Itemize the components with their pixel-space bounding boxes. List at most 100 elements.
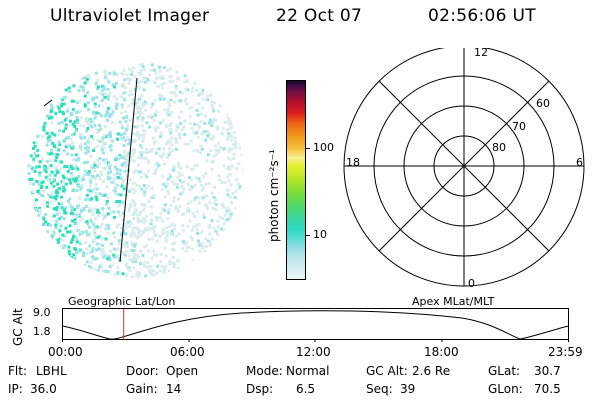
uv-speckle: [113, 255, 117, 259]
uv-speckle: [116, 266, 120, 270]
uv-speckle: [216, 238, 220, 242]
uv-speckle: [158, 216, 162, 220]
uv-speckle: [108, 131, 112, 135]
uv-speckle: [171, 242, 175, 246]
uv-speckle: [38, 211, 42, 215]
uv-speckle: [199, 144, 203, 148]
uv-speckle: [77, 213, 81, 217]
uv-speckle: [158, 69, 162, 73]
uv-speckle: [109, 170, 113, 174]
uv-speckle: [33, 203, 37, 206]
uv-speckle: [179, 166, 183, 170]
uv-speckle: [140, 153, 144, 157]
uv-speckle: [166, 68, 170, 72]
uv-speckle: [187, 176, 191, 180]
uv-speckle: [169, 136, 173, 140]
uv-speckle: [210, 103, 214, 107]
uv-speckle: [103, 92, 107, 96]
uv-speckle: [159, 97, 163, 101]
uv-speckle: [144, 148, 148, 151]
uv-speckle: [186, 183, 190, 186]
colorbar-label-100: 100: [313, 141, 334, 154]
uv-speckle: [198, 249, 202, 253]
uv-speckle: [127, 220, 130, 224]
uv-speckle: [165, 234, 169, 237]
uv-speckle: [170, 143, 174, 147]
uv-speckle: [209, 149, 213, 153]
uv-speckle: [164, 203, 167, 207]
uv-speckle: [228, 195, 232, 199]
uv-speckle: [170, 229, 174, 233]
uv-speckle: [132, 231, 136, 235]
uv-speckle: [196, 196, 200, 200]
uv-speckle: [66, 200, 70, 203]
uv-speckle: [63, 211, 67, 215]
uv-speckle: [84, 146, 87, 150]
uv-speckle: [109, 210, 113, 214]
uv-speckle: [174, 136, 177, 140]
uv-speckle: [214, 198, 218, 202]
uv-speckle: [123, 138, 127, 142]
uv-speckle: [101, 243, 105, 247]
uv-speckle: [111, 110, 115, 114]
uv-speckle: [137, 136, 141, 140]
uv-speckle: [108, 92, 111, 96]
uv-speckle: [204, 172, 208, 175]
uv-speckle: [136, 163, 140, 167]
uv-speckle: [86, 139, 90, 143]
uv-speckle: [81, 254, 85, 258]
uv-speckle: [120, 111, 124, 115]
uv-speckle: [72, 158, 75, 161]
uv-speckle: [147, 265, 151, 269]
uv-speckle: [78, 145, 82, 149]
uv-speckle: [208, 181, 211, 185]
uv-speckle: [230, 135, 234, 139]
uv-speckle: [186, 142, 190, 146]
uv-speckle: [68, 230, 72, 234]
uv-speckle: [197, 177, 201, 181]
uv-speckle: [226, 156, 230, 160]
uv-speckle: [89, 179, 93, 182]
uv-speckle: [178, 99, 182, 103]
uv-speckle: [44, 170, 48, 174]
uv-speckle: [122, 144, 126, 147]
uv-speckle: [131, 243, 135, 247]
uv-speckle: [88, 232, 92, 236]
uv-speckle: [131, 187, 135, 191]
uv-speckle: [35, 154, 39, 158]
uv-speckle: [201, 88, 205, 92]
uv-speckle: [66, 143, 70, 147]
uv-speckle: [46, 204, 50, 208]
uv-speckle: [204, 182, 208, 186]
uv-speckle: [108, 133, 112, 137]
uv-speckle: [53, 152, 57, 156]
uv-speckle: [35, 198, 38, 202]
uv-speckle: [164, 237, 168, 241]
uv-speckle: [55, 156, 59, 159]
uv-speckle: [113, 247, 117, 251]
uv-speckle: [122, 150, 126, 154]
limb-mark: [43, 99, 53, 107]
uv-speckle: [225, 189, 229, 193]
uv-speckle: [169, 203, 173, 207]
uv-speckle: [149, 271, 153, 275]
uv-speckle: [168, 259, 172, 263]
uv-speckle: [140, 124, 144, 128]
uv-speckle: [169, 121, 173, 125]
uv-speckle: [83, 220, 87, 224]
uv-speckle: [132, 266, 136, 270]
uv-speckle: [106, 257, 110, 261]
uv-speckle: [105, 118, 109, 122]
uv-speckle: [40, 193, 44, 197]
uv-speckle: [109, 148, 113, 152]
uv-speckle: [242, 169, 243, 173]
uv-speckle: [94, 183, 98, 186]
uv-speckle: [115, 102, 119, 106]
uv-speckle: [83, 81, 87, 85]
uv-speckle: [69, 123, 73, 127]
uv-speckle: [139, 69, 143, 73]
uv-speckle: [62, 185, 66, 189]
uv-speckle: [108, 71, 112, 75]
uv-speckle: [29, 164, 33, 168]
uv-speckle: [74, 213, 78, 217]
